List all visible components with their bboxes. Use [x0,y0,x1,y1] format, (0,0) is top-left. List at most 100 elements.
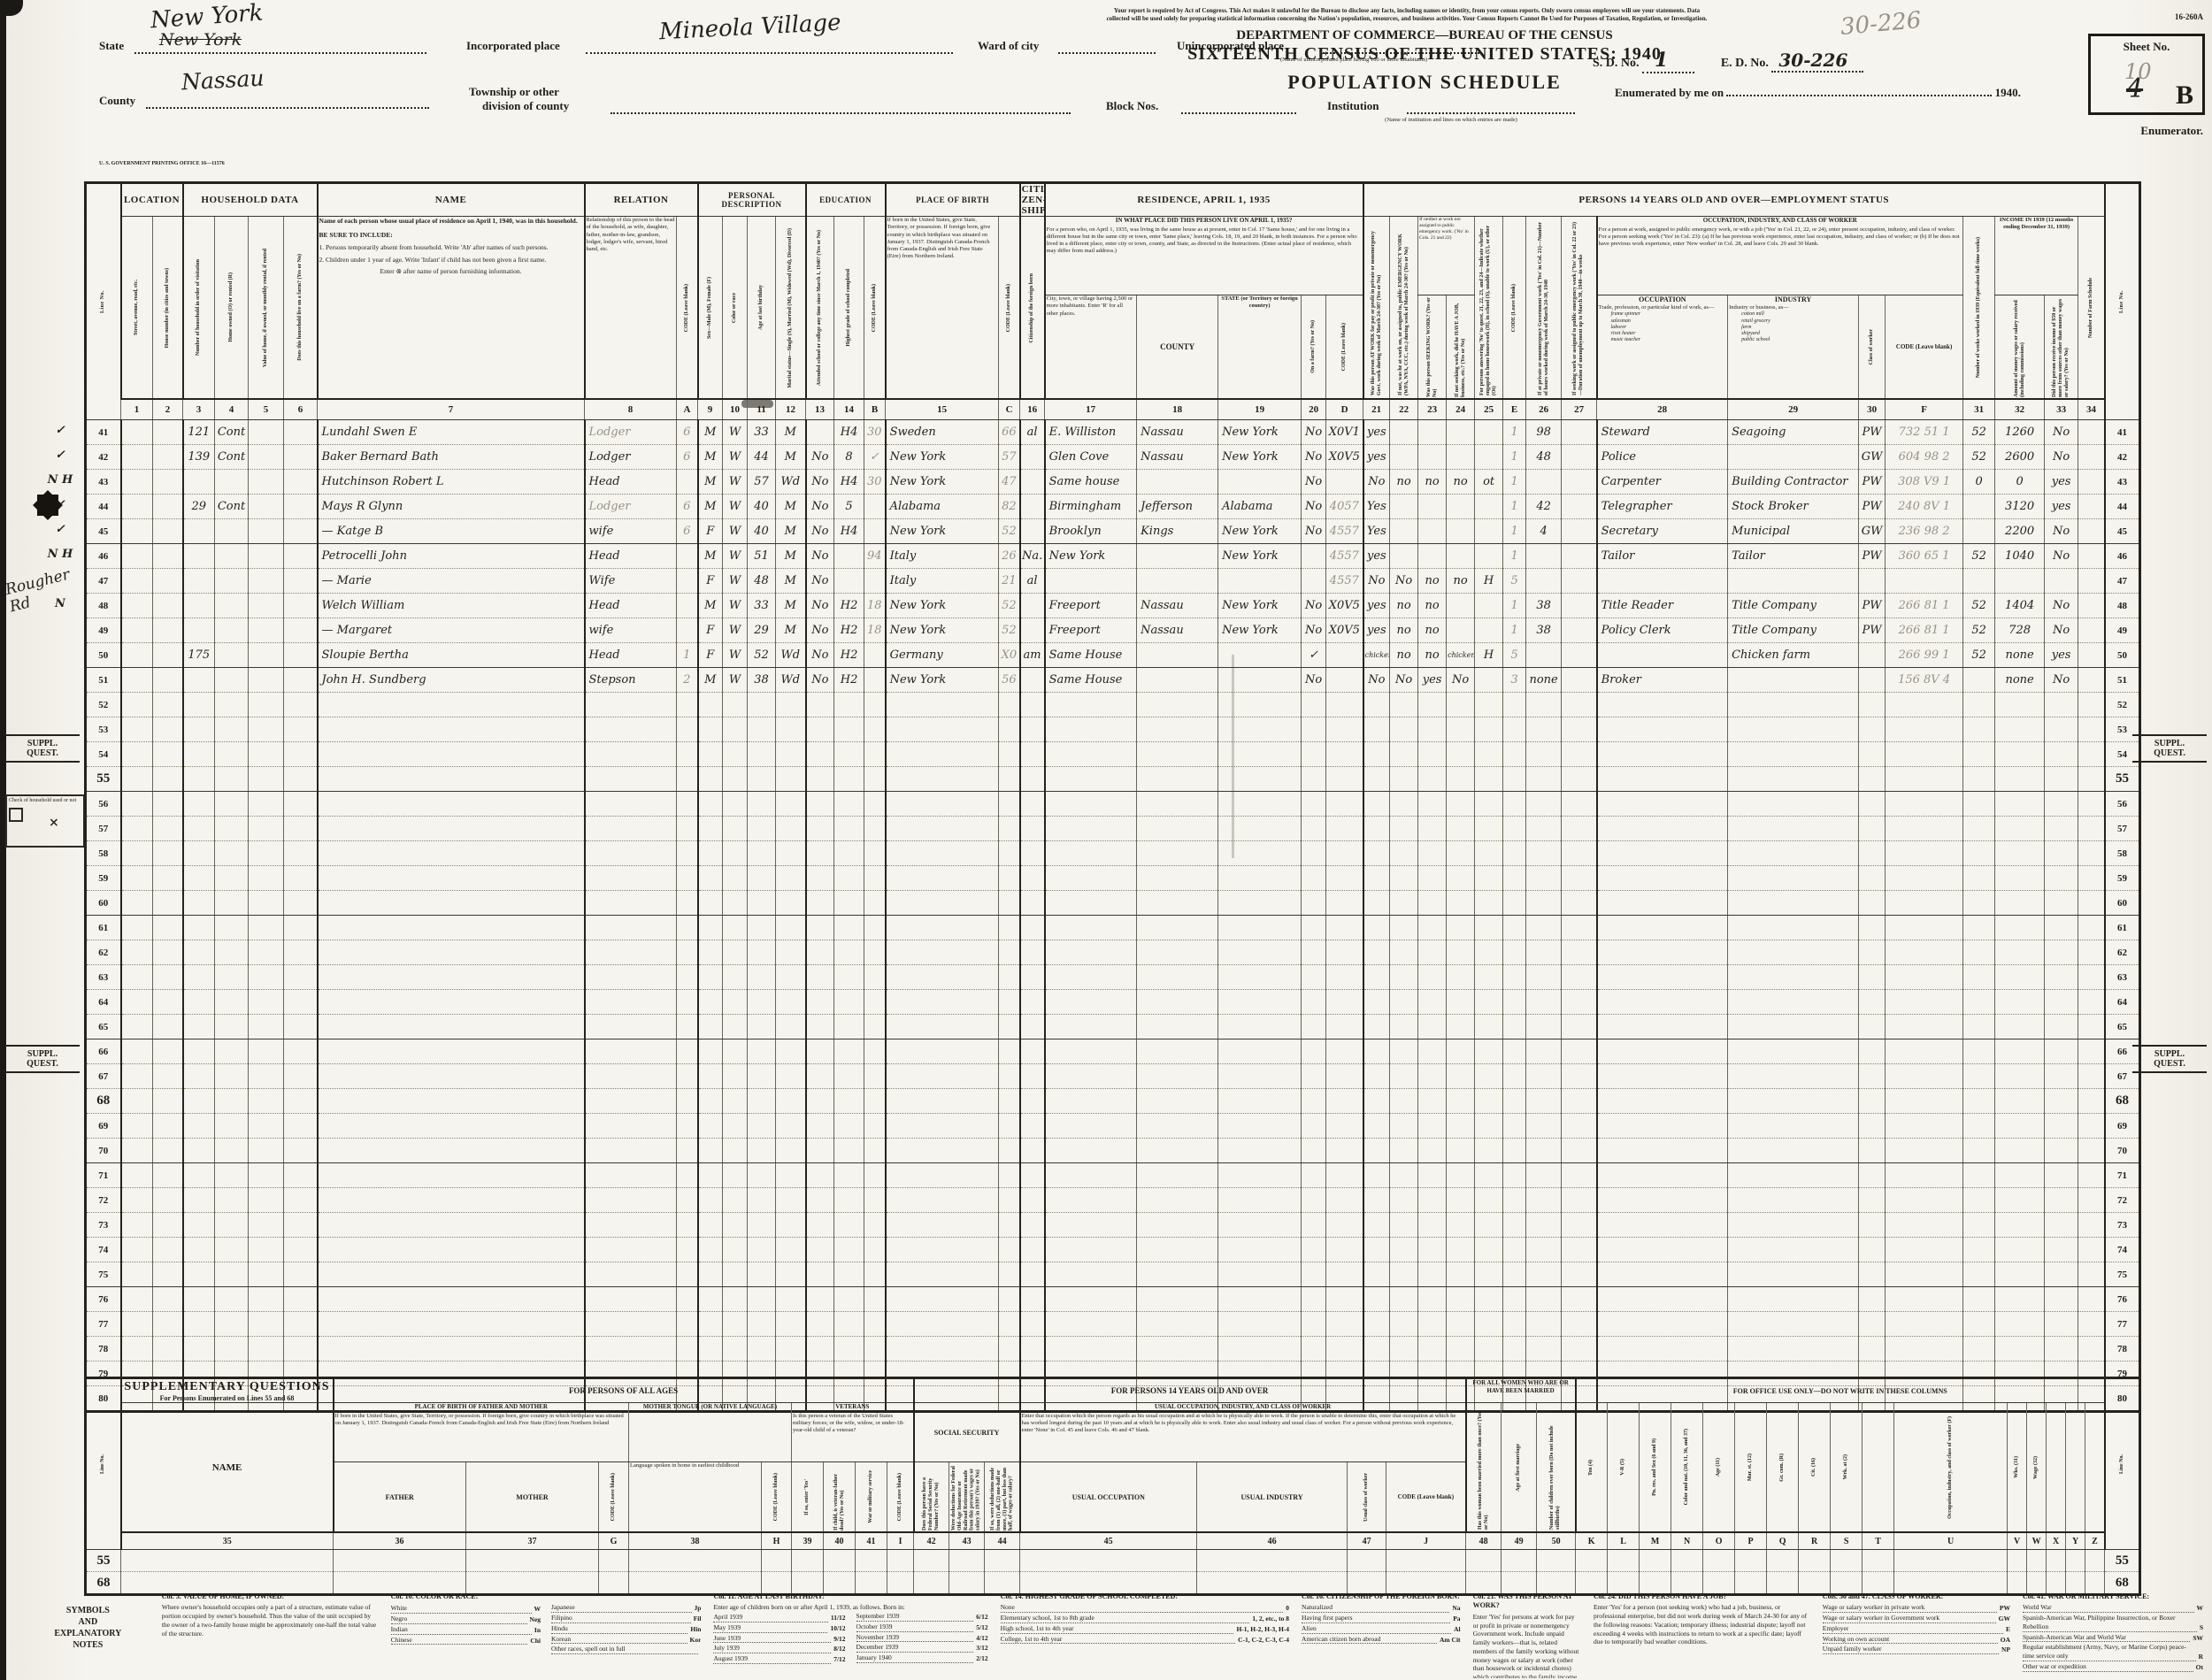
cell-st [119,940,153,966]
county-line [146,106,429,109]
code-entry: Other races, spell out in full [551,1645,701,1655]
cell-cit [1018,518,1045,545]
col-header-seeking-work: Was this person SEEKING WORK? (Yes or No… [1417,295,1447,400]
cell-st [119,865,153,892]
col-number: F [1885,398,1963,421]
cell-hn [152,419,183,446]
cell-ind [1727,1336,1859,1362]
cell-state [1217,989,1302,1016]
cell-cls: PW [1858,494,1886,520]
cell-codeD: X0V1 [1325,419,1363,446]
supp-cell [1671,1571,1703,1595]
line-number: 73 [2103,1212,2140,1239]
code-value: 9/12 [833,1634,846,1643]
supp-cell [1347,1549,1386,1572]
supp-cell [949,1571,985,1595]
cell-city: Same house [1043,469,1137,495]
line-number: 55 [2103,766,2140,793]
schedule-row: 49— Margaret wife F W 29 M No H2 18 New York 52 Fre… [85,618,2140,644]
cell-c21 [1362,1138,1390,1164]
cell-county [1136,1336,1218,1362]
cell-c27 [1561,1336,1597,1362]
cell-c27 [1561,964,1597,991]
cell-city: Brooklyn [1043,518,1137,545]
cell-c27 [1561,816,1597,842]
cell-hh [181,840,215,867]
code-term: June 1939 [713,1634,832,1644]
supp-cell [913,1549,949,1572]
cell-codeC [998,1138,1020,1164]
code-entry: Indian In [390,1625,541,1635]
group-citizenship: CITI-ZEN-SHIP [1018,182,1045,218]
cell-school [804,741,834,768]
cell-pob [884,1262,999,1288]
cell-occ [1595,1286,1728,1313]
cell-c26 [1525,1262,1562,1288]
col-number: 33 [2044,398,2078,421]
cell-codeB [864,1262,886,1288]
cell-codeB [864,766,886,793]
cell-school [804,940,834,966]
line-number: 68 [85,1571,121,1595]
cell-age: 33 [747,593,776,619]
cell-codeB [864,1088,886,1115]
cell-st [119,593,153,619]
cell-c21 [1362,766,1390,793]
cell-mar [775,840,806,867]
cell-farm35 [1301,543,1326,570]
cell-grade [833,915,864,941]
cell-city: Same House [1043,667,1137,694]
cell-c33 [2044,1212,2078,1239]
cell-codeC [998,717,1020,743]
cell-c21: yes [1362,444,1390,471]
cell-pob [884,1063,999,1090]
cell-codeF: 266 99 1 [1885,642,1963,669]
cell-ind [1727,568,1859,595]
cell-cls [1858,1336,1886,1362]
supp-cell [2065,1571,2085,1595]
cell-race [722,766,748,793]
code-value: PW [1999,1604,2010,1613]
cell-c22 [1389,964,1418,991]
line-number: 44✓ [33,490,121,521]
cell-hh [181,518,215,545]
cell-c25 [1474,618,1503,644]
schedule-row: 60 60 [85,890,2140,917]
cell-cls [1858,989,1886,1016]
cell-county [1136,816,1218,842]
cell-mar [775,741,806,768]
cell-state [1217,1063,1302,1090]
cell-school [804,915,834,941]
cell-c27 [1561,1088,1597,1115]
cell-ind [1727,1014,1859,1040]
line-number: 62 [85,940,121,966]
cell-farm35 [1301,1113,1326,1139]
supp-cell [1798,1571,1831,1595]
cell-mar: M [775,543,806,570]
cell-farm35 [1301,568,1326,595]
cell-hh [181,791,215,817]
cell-c26 [1525,989,1562,1016]
cell-school [804,816,834,842]
schedule-row: 79 79 [85,1361,2140,1387]
cell-city [1043,1162,1137,1189]
code-term: July 1939 [713,1644,832,1654]
cell-farm [282,915,318,941]
cell-codeF [1885,1063,1963,1090]
office-col-note: Cit. (16) [1811,1458,1817,1477]
cell-occ [1595,840,1728,867]
department-title: DEPARTMENT OF COMMERCE—BUREAU OF THE CEN… [1236,28,1613,42]
cell-codeC [998,1212,1020,1239]
cell-state [1217,840,1302,867]
code-value: 10/12 [830,1623,846,1632]
cell-farm [282,1286,318,1313]
cell-codeE: 1 [1502,444,1526,471]
supp-cell [333,1549,466,1572]
cell-cls [1858,1063,1886,1090]
cell-ind [1727,1311,1859,1338]
cell-c34 [2078,1088,2105,1115]
cell-codeC: 57 [998,444,1020,471]
cell-val [248,1088,284,1115]
cell-val [248,1063,284,1090]
cell-c32: 2200 [1994,518,2045,545]
